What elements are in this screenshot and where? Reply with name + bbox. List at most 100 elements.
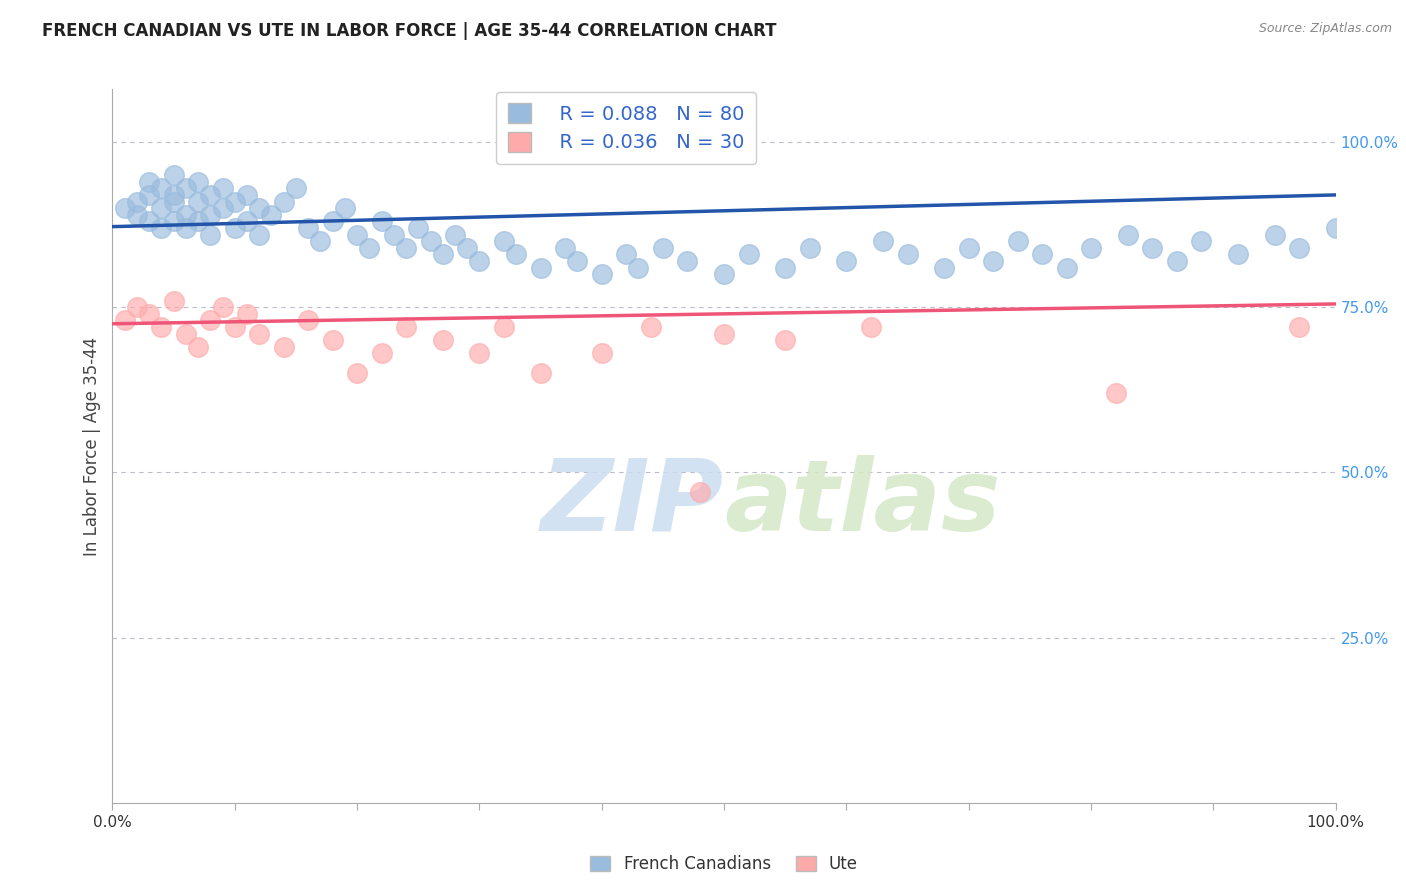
Point <box>934 260 956 275</box>
Point <box>859 320 882 334</box>
Point <box>432 333 454 347</box>
Point <box>273 194 295 209</box>
Point <box>236 307 259 321</box>
Point <box>346 367 368 381</box>
Point <box>382 227 405 242</box>
Point <box>187 175 209 189</box>
Point <box>1288 241 1310 255</box>
Point <box>273 340 295 354</box>
Point <box>835 254 858 268</box>
Point <box>1166 254 1188 268</box>
Point <box>236 214 259 228</box>
Point <box>468 346 491 360</box>
Point <box>432 247 454 261</box>
Point <box>247 326 270 341</box>
Point <box>163 188 186 202</box>
Point <box>444 227 467 242</box>
Point <box>591 346 613 360</box>
Point <box>200 313 222 327</box>
Point <box>322 214 344 228</box>
Point <box>567 254 589 268</box>
Point <box>492 234 515 248</box>
Point <box>346 227 368 242</box>
Point <box>187 214 209 228</box>
Point <box>150 320 173 334</box>
Point <box>200 188 222 202</box>
Point <box>395 320 418 334</box>
Point <box>163 214 186 228</box>
Point <box>297 313 319 327</box>
Legend: French Canadians, Ute: French Canadians, Ute <box>583 849 865 880</box>
Point <box>247 201 270 215</box>
Point <box>1007 234 1029 248</box>
Point <box>163 293 186 308</box>
Point <box>174 208 197 222</box>
Point <box>359 241 381 255</box>
Point <box>468 254 491 268</box>
Point <box>211 181 233 195</box>
Point <box>150 181 173 195</box>
Point <box>322 333 344 347</box>
Point <box>408 221 430 235</box>
Point <box>676 254 699 268</box>
Point <box>1031 247 1053 261</box>
Point <box>492 320 515 334</box>
Point <box>370 346 392 360</box>
Point <box>224 221 246 235</box>
Text: FRENCH CANADIAN VS UTE IN LABOR FORCE | AGE 35-44 CORRELATION CHART: FRENCH CANADIAN VS UTE IN LABOR FORCE | … <box>42 22 776 40</box>
Point <box>211 201 233 215</box>
Point <box>200 208 222 222</box>
Point <box>174 221 197 235</box>
Point <box>872 234 894 248</box>
Point <box>554 241 576 255</box>
Point <box>1104 386 1126 401</box>
Point <box>125 208 148 222</box>
Point <box>419 234 441 248</box>
Point <box>1288 320 1310 334</box>
Point <box>138 307 160 321</box>
Point <box>713 267 735 281</box>
Point <box>150 201 173 215</box>
Point <box>799 241 821 255</box>
Point <box>138 188 160 202</box>
Point <box>529 260 551 275</box>
Point <box>114 201 136 215</box>
Point <box>125 300 148 314</box>
Point <box>981 254 1004 268</box>
Point <box>224 194 246 209</box>
Point <box>1142 241 1164 255</box>
Text: ZIP: ZIP <box>541 455 724 551</box>
Point <box>174 326 197 341</box>
Point <box>247 227 270 242</box>
Point <box>737 247 759 261</box>
Point <box>187 194 209 209</box>
Point <box>652 241 675 255</box>
Point <box>640 320 662 334</box>
Point <box>297 221 319 235</box>
Point <box>775 333 797 347</box>
Point <box>591 267 613 281</box>
Point <box>957 241 980 255</box>
Point <box>1226 247 1249 261</box>
Y-axis label: In Labor Force | Age 35-44: In Labor Force | Age 35-44 <box>83 336 101 556</box>
Point <box>505 247 527 261</box>
Text: Source: ZipAtlas.com: Source: ZipAtlas.com <box>1258 22 1392 36</box>
Point <box>1324 221 1347 235</box>
Point <box>1080 241 1102 255</box>
Point <box>395 241 418 255</box>
Point <box>1116 227 1139 242</box>
Point <box>1189 234 1212 248</box>
Point <box>224 320 246 334</box>
Point <box>309 234 332 248</box>
Point <box>284 181 308 195</box>
Point <box>236 188 259 202</box>
Point <box>1056 260 1078 275</box>
Point <box>163 168 186 182</box>
Point <box>200 227 222 242</box>
Point <box>138 175 160 189</box>
Point <box>114 313 136 327</box>
Point <box>163 194 186 209</box>
Point <box>897 247 920 261</box>
Point <box>1264 227 1286 242</box>
Point <box>187 340 209 354</box>
